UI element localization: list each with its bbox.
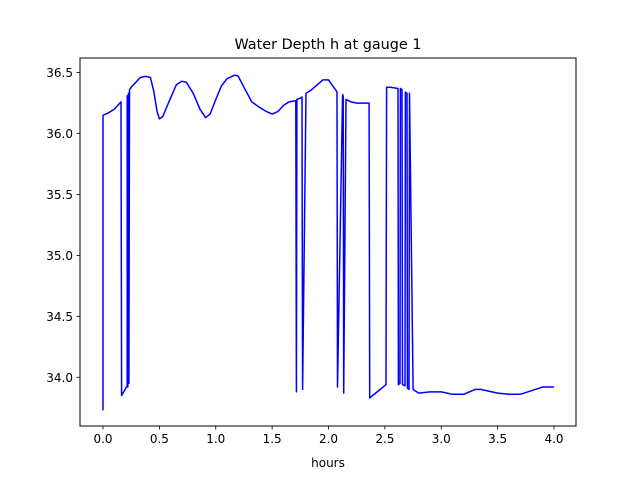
- x-tick-label: 0.5: [150, 432, 169, 446]
- x-tick-label: 2.0: [319, 432, 338, 446]
- y-tick-label: 36.0: [46, 127, 73, 141]
- x-tick-label: 3.5: [488, 432, 507, 446]
- y-tick-label: 34.5: [46, 310, 73, 324]
- plot-area: [102, 74, 554, 411]
- x-tick-label: 2.5: [375, 432, 394, 446]
- axes-frame: [79, 57, 577, 427]
- x-axis-label: hours: [311, 456, 345, 470]
- y-tick-label: 36.5: [46, 66, 73, 80]
- x-tick-label: 4.0: [544, 432, 563, 446]
- y-axis: 34.0 34.5 35.0 35.5 36.0 36.5: [46, 66, 80, 385]
- series-line-h: [102, 74, 554, 411]
- y-tick-label: 35.5: [46, 188, 73, 202]
- x-tick-label: 1.0: [206, 432, 225, 446]
- x-tick-label: 3.0: [432, 432, 451, 446]
- y-tick-label: 35.0: [46, 249, 73, 263]
- x-tick-label: 1.5: [263, 432, 282, 446]
- y-tick-label: 34.0: [46, 371, 73, 385]
- x-axis: 0.0 0.5 1.0 1.5 2.0 2.5 3.0 3.5 4.0: [93, 426, 564, 446]
- chart-title: Water Depth h at gauge 1: [234, 37, 421, 53]
- x-tick-label: 0.0: [93, 432, 112, 446]
